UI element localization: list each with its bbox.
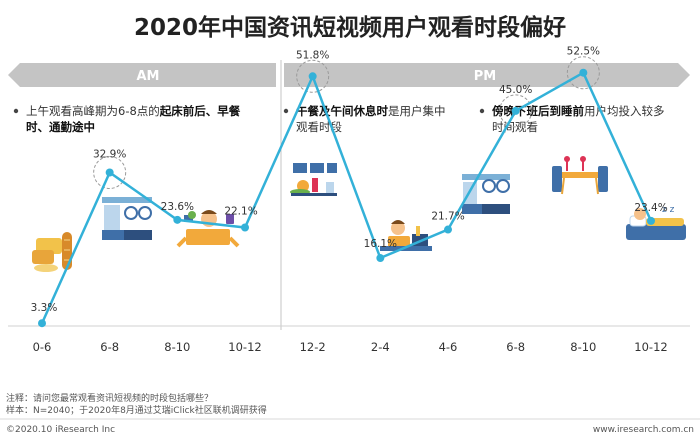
x-tick-labels: 0-6 6-8 8-10 10-12 12-2 2-4 4-6 6-8 8-10 10-12 — [33, 340, 668, 354]
footer-copyright: ©2020.10 iResearch Inc — [6, 425, 115, 435]
annotation-segment: 傍晚下班后到睡前 — [492, 104, 584, 118]
x-tick-label: 8-10 — [164, 340, 190, 354]
highlight-circle — [93, 156, 127, 190]
value-label: 51.8% — [296, 49, 329, 61]
data-point — [308, 72, 317, 81]
data-point — [579, 68, 588, 77]
annotation-bullet — [479, 108, 485, 114]
value-label: 23.6% — [161, 201, 194, 213]
data-point — [511, 106, 520, 115]
annotation-line: 午餐及午间休息时是用户集中 — [296, 104, 446, 118]
annotation-line: 时、通勤途中 — [26, 120, 95, 134]
x-tick-label: 4-6 — [439, 340, 458, 354]
data-point — [647, 216, 655, 225]
x-tick-label: 12-2 — [300, 340, 326, 354]
x-tick-label: 10-12 — [228, 340, 261, 354]
highlight-circle — [566, 56, 600, 90]
annotation-bullet — [13, 108, 19, 114]
am-banner: AM — [8, 63, 276, 87]
x-tick-label: 6-8 — [506, 340, 525, 354]
annotation-segment: 用户均投入较多 — [584, 104, 665, 118]
dinner-table-icon — [552, 156, 608, 195]
svg-text:z z: z z — [662, 205, 675, 215]
annotation-segment: 午餐及午间休息时 — [296, 104, 388, 118]
sleeping-person-icon: z z — [626, 205, 686, 240]
am-label: AM — [137, 69, 160, 84]
data-point — [444, 225, 452, 234]
value-label: 52.5% — [567, 46, 600, 58]
value-label: 22.1% — [224, 205, 257, 217]
annotation-line: 上午观看高峰期为6-8点的起床前后、早餐 — [26, 104, 241, 118]
footer-note: 注释：请问您最常观看资讯短视频的时段包括哪些？ — [6, 392, 213, 404]
x-tick-label: 0-6 — [33, 340, 52, 354]
kitchen-icon — [102, 197, 152, 240]
x-tick-label: 8-10 — [570, 340, 596, 354]
data-point — [241, 223, 249, 232]
x-tick-label: 2-4 — [371, 340, 390, 354]
annotation-segment: 上午观看高峰期为6-8点的 — [26, 104, 160, 118]
value-label: 21.7% — [431, 211, 464, 223]
value-label: 3.3% — [31, 302, 58, 314]
highlight-circle — [499, 94, 533, 128]
x-tick-label: 10-12 — [634, 340, 667, 354]
series-line — [40, 70, 653, 324]
value-label: 23.4% — [634, 202, 667, 214]
data-point — [376, 254, 385, 263]
annotation-line: 观看时段 — [296, 120, 342, 134]
annotations: 上午观看高峰期为6-8点的起床前后、早餐时、通勤途中午餐及午间休息时是用户集中观… — [13, 104, 665, 134]
annotation-segment: 起床前后、早餐 — [159, 104, 241, 118]
lunch-tray-icon — [290, 163, 337, 196]
bread-icon — [32, 232, 72, 272]
chart-title: 2020年中国资讯短视频用户观看时段偏好 — [134, 14, 566, 41]
annotation-segment: 时、通勤途中 — [26, 120, 95, 134]
pm-banner: PM — [284, 63, 690, 87]
highlight-circle — [296, 59, 330, 93]
data-point — [38, 319, 46, 328]
data-points — [38, 68, 655, 328]
x-tick-label: 6-8 — [100, 340, 119, 354]
data-point — [105, 168, 114, 177]
annotation-segment: 是用户集中 — [388, 104, 446, 118]
value-label: 45.0% — [499, 84, 532, 96]
highlight-circles — [93, 56, 600, 190]
value-labels: 3.3% 32.9% 23.6% 22.1% 51.8% 16.1% 21.7% 45.0% 5… — [31, 46, 668, 314]
annotation-segment: 观看时段 — [296, 120, 342, 134]
data-point — [173, 215, 182, 224]
footer-sample: 样本：N=2040；于2020年8月通过艾瑞iClick社区联机调研获得 — [6, 404, 267, 416]
value-label: 16.1% — [364, 238, 397, 250]
pm-label: PM — [474, 69, 496, 84]
footer-website: www.iresearch.com.cn — [593, 425, 694, 435]
value-label: 32.9% — [93, 149, 126, 161]
annotation-bullet — [283, 108, 289, 114]
